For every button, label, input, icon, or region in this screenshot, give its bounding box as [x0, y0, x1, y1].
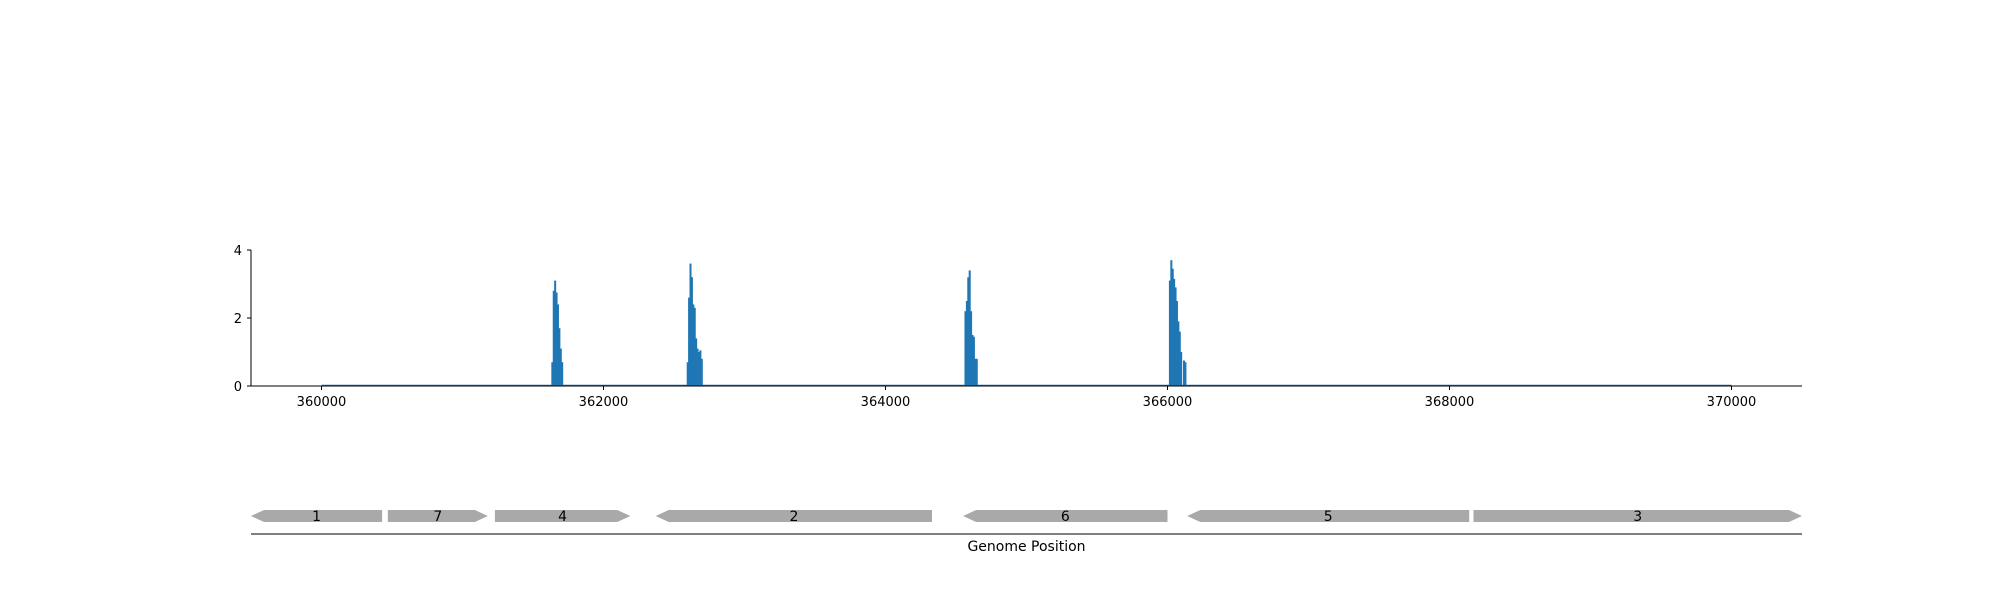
coverage-bar — [971, 335, 974, 386]
coverage-bar — [1173, 278, 1176, 386]
coverage-bar — [561, 362, 564, 386]
coverage-bar — [551, 362, 554, 386]
gene-arrow — [963, 510, 1168, 522]
coverage-bars — [551, 260, 1187, 386]
coverage-bar — [970, 311, 973, 386]
gene-arrow — [1187, 510, 1470, 522]
coverage-bar — [696, 348, 699, 386]
coverage-bar — [689, 263, 692, 386]
coverage-bar — [558, 328, 561, 386]
coverage-bar — [1175, 301, 1178, 386]
coverage-bar — [967, 277, 970, 386]
x-tick-label: 366000 — [1143, 395, 1193, 410]
gene-arrow — [655, 510, 932, 522]
gene-label: 2 — [789, 509, 798, 525]
gene-arrow — [387, 510, 488, 522]
coverage-x-ticks: 360000 362000 364000 366000 368000 370000 — [297, 386, 1757, 410]
gene-arrow — [1473, 510, 1802, 522]
coverage-y-ticks: 0 2 4 — [234, 244, 251, 395]
gene-arrow — [251, 510, 383, 522]
x-tick-label: 370000 — [1707, 395, 1757, 410]
gene-label: 6 — [1061, 509, 1070, 525]
x-tick-label: 362000 — [579, 395, 629, 410]
coverage-bar — [1171, 268, 1174, 386]
coverage-bar — [1174, 287, 1177, 386]
coverage-bar — [1180, 352, 1183, 386]
coverage-bar — [1177, 321, 1180, 386]
x-tick-label: 360000 — [297, 395, 347, 410]
coverage-bar — [695, 338, 698, 386]
coverage-bar — [972, 336, 975, 386]
coverage-bar — [700, 358, 703, 386]
gene-arrows: 1 7 4 2 6 5 3 — [251, 509, 1802, 525]
coverage-bar — [554, 280, 557, 386]
coverage-bar — [686, 362, 689, 386]
coverage-bar — [693, 307, 696, 386]
coverage-bar — [692, 304, 695, 386]
coverage-bar — [559, 348, 562, 386]
coverage-bar — [968, 270, 971, 386]
x-tick-label: 364000 — [861, 395, 911, 410]
coverage-bar — [552, 290, 555, 386]
coverage-bar — [690, 277, 693, 386]
y-tick-label: 4 — [234, 244, 242, 259]
coverage-bar — [688, 297, 691, 386]
gene-label: 5 — [1324, 509, 1333, 525]
gene-track-x-label: Genome Position — [967, 539, 1085, 555]
coverage-bar — [1168, 280, 1171, 386]
x-tick-label: 368000 — [1425, 395, 1475, 410]
coverage-bar — [1178, 331, 1181, 386]
coverage-bar — [1183, 360, 1186, 386]
coverage-bar — [556, 304, 559, 386]
coverage-bar — [697, 352, 700, 386]
coverage-bar — [974, 358, 977, 386]
coverage-bar — [975, 358, 978, 386]
gene-label: 7 — [433, 509, 442, 525]
gene-label: 4 — [558, 509, 567, 525]
gene-label: 3 — [1633, 509, 1642, 525]
coverage-bar — [1184, 362, 1187, 386]
gene-arrow — [494, 510, 631, 522]
coverage-bar — [699, 350, 702, 386]
gene-track: 1 7 4 2 6 5 3 Genome Position — [251, 509, 1802, 555]
gene-label: 1 — [312, 509, 321, 525]
coverage-bar — [965, 301, 968, 386]
coverage-bar — [555, 292, 558, 386]
coverage-bar — [964, 311, 967, 386]
coverage-plot: 0 2 4 360000 362000 364000 366000 368000 370000 — [234, 244, 1802, 410]
y-tick-label: 2 — [234, 312, 242, 327]
y-tick-label: 0 — [234, 380, 242, 395]
coverage-bar — [1170, 260, 1173, 386]
